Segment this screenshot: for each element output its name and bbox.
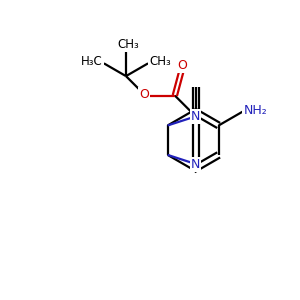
Text: N: N xyxy=(191,158,200,170)
Text: N: N xyxy=(191,110,200,123)
Text: O: O xyxy=(140,88,149,101)
Text: CH₃: CH₃ xyxy=(149,55,171,68)
Text: O: O xyxy=(178,59,188,73)
Text: NH₂: NH₂ xyxy=(243,104,267,117)
Text: CH₃: CH₃ xyxy=(117,38,139,51)
Text: H₃C: H₃C xyxy=(81,55,103,68)
